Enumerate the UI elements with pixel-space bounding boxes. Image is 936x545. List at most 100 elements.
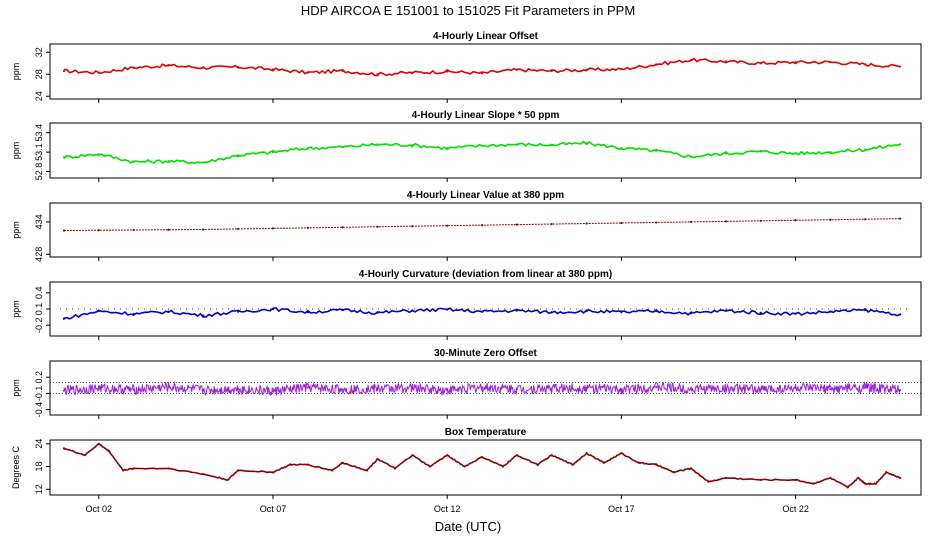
data-point — [811, 482, 815, 485]
data-point — [463, 465, 466, 468]
data-point — [365, 469, 369, 472]
panel-frame — [49, 439, 922, 496]
data-point — [620, 388, 623, 391]
chart-panel-5: 30-Minute Zero Offset ppm -0.4-0.1 0.2 — [11, 348, 922, 419]
data-point — [829, 61, 832, 64]
data-point — [446, 389, 449, 392]
data-point — [446, 224, 449, 227]
data-point — [515, 223, 518, 226]
chart-panel-6: Box Temperature Degrees C 12 18 24 Oct 02 Oct … — [11, 427, 922, 514]
data-point — [202, 66, 205, 69]
data-point — [341, 461, 344, 464]
data-point — [655, 63, 658, 66]
data-point — [411, 143, 414, 147]
data-point — [724, 476, 727, 480]
data-point — [794, 312, 797, 315]
y-tick-label: 24 — [34, 91, 44, 101]
data-point — [864, 308, 867, 312]
data-point — [428, 465, 431, 468]
data-point — [585, 68, 588, 71]
panels-group: 4-Hourly Linear Offsetppm2428324-Hourly … — [11, 31, 922, 514]
data-point — [585, 310, 588, 313]
data-point — [898, 217, 902, 220]
data-point — [829, 151, 832, 154]
data-point — [501, 465, 505, 468]
data-point — [341, 145, 344, 149]
data-point — [122, 469, 125, 472]
data-point — [536, 463, 539, 466]
data-point — [97, 442, 100, 445]
y-tick-label: 12 — [34, 484, 44, 494]
data-point — [237, 227, 240, 231]
data-point — [707, 480, 710, 483]
data-point — [898, 65, 902, 68]
data-point — [62, 389, 66, 392]
y-axis-label: ppm — [11, 142, 21, 160]
y-axis-label: Degrees C — [11, 445, 21, 489]
data-point — [655, 149, 658, 152]
y-tick-label: 32 — [34, 47, 44, 57]
panel-frame — [49, 122, 922, 179]
data-point — [480, 455, 484, 459]
data-point — [898, 143, 902, 146]
data-point — [829, 310, 832, 313]
data-point — [202, 389, 205, 392]
data-point — [620, 147, 623, 150]
data-point — [97, 71, 100, 74]
data-point — [672, 471, 675, 474]
data-point — [289, 463, 292, 466]
data-point — [515, 143, 518, 146]
series-line — [63, 306, 901, 320]
data-point — [550, 69, 553, 73]
data-point — [376, 143, 379, 146]
data-point — [132, 467, 135, 470]
data-point — [306, 71, 309, 74]
data-point — [864, 63, 867, 66]
data-point — [724, 220, 727, 223]
panel-title: Box Temperature — [445, 427, 527, 438]
y-axis-label: ppm — [11, 300, 21, 318]
data-point — [689, 312, 693, 315]
data-point — [857, 476, 860, 480]
data-point — [271, 227, 275, 230]
data-point — [602, 461, 606, 464]
data-point — [759, 150, 762, 153]
data-point — [97, 310, 100, 313]
data-point — [515, 454, 518, 457]
data-point — [655, 221, 658, 224]
data-point — [689, 220, 693, 223]
panel-frame — [49, 202, 922, 258]
data-point — [550, 311, 553, 314]
data-point — [620, 452, 623, 455]
data-point — [97, 386, 100, 390]
data-point — [898, 313, 902, 316]
y-tick-label: 24 — [34, 439, 44, 449]
chart-panel-3: 4-Hourly Linear Value at 380 ppm ppm 428 43… — [11, 190, 922, 262]
data-point — [306, 147, 309, 150]
data-point — [411, 386, 414, 390]
x-axis-label: Date (UTC) — [435, 519, 501, 534]
y-tick-label: 0.4 — [34, 287, 44, 300]
data-point — [655, 463, 658, 466]
data-point — [271, 471, 275, 474]
y-axis-label: ppm — [11, 63, 21, 81]
x-tick-label: Oct 17 — [608, 504, 635, 514]
x-tick-label: Oct 12 — [434, 504, 461, 514]
data-point — [202, 314, 205, 317]
panel-title: 30-Minute Zero Offset — [434, 348, 537, 359]
data-point — [202, 473, 205, 476]
data-point — [794, 61, 797, 64]
data-point — [271, 151, 275, 154]
data-point — [108, 450, 111, 453]
series-line — [63, 381, 901, 397]
data-point — [585, 386, 588, 390]
data-point — [376, 457, 379, 461]
data-point — [341, 69, 344, 73]
x-tick-label: Oct 07 — [260, 504, 287, 514]
data-point — [480, 144, 484, 147]
data-point — [446, 308, 449, 311]
data-point — [331, 469, 334, 472]
data-point — [864, 218, 867, 221]
